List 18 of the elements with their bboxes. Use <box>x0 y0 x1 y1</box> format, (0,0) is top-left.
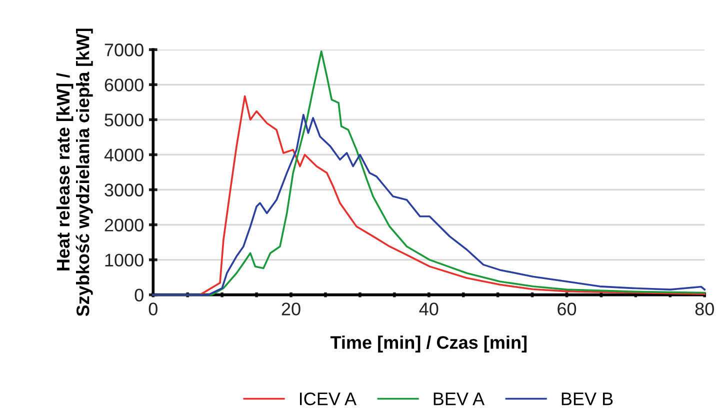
x-tick-label: 40 <box>419 302 438 316</box>
x-tick-label: 20 <box>282 302 300 316</box>
legend-label: ICEV A <box>300 392 357 406</box>
y-tick-label: 3000 <box>104 184 144 196</box>
y-axis-title: Heat release rate [kW] / Szybkość wydzielania ciepła [kW] <box>56 28 93 316</box>
legend-label: BEV B <box>562 392 613 406</box>
legend-label: BEV A <box>434 392 485 406</box>
x-tick-label: 0 <box>148 302 158 316</box>
y-tick-label: 0 <box>134 288 144 302</box>
y-tick-label: 4000 <box>104 148 144 162</box>
x-tick-label: 60 <box>558 302 576 316</box>
y-tick-label: 1000 <box>105 254 144 267</box>
y-tick-label: 6000 <box>104 78 144 92</box>
y-tick-label: 5000 <box>104 114 144 126</box>
y-tick-label: 7000 <box>104 44 144 56</box>
x-tick-label: 80 <box>695 302 714 316</box>
y-tick-label: 2000 <box>104 218 144 232</box>
x-axis-title: Time [min] / Czas [min] <box>330 336 527 352</box>
